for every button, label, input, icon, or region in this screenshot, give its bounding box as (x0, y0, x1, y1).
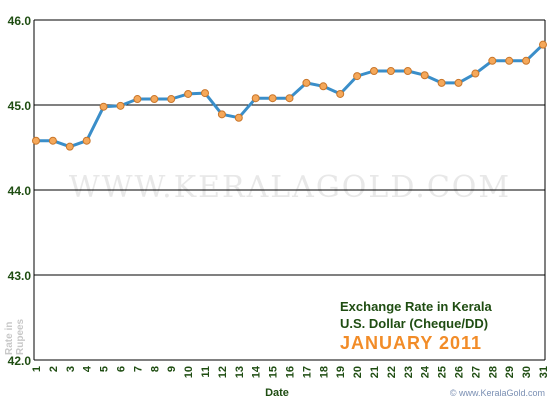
x-tick-label: 22 (386, 366, 398, 378)
chart-period: JANUARY 2011 (340, 333, 482, 353)
data-point (150, 95, 159, 104)
x-tick-label: 12 (217, 366, 229, 378)
x-tick-label: 21 (369, 366, 381, 378)
x-tick-label: 30 (521, 366, 533, 378)
data-point (285, 94, 294, 103)
x-tick-label: 24 (420, 365, 432, 378)
data-point (505, 56, 514, 65)
data-point (268, 94, 277, 103)
x-axis-label: Date (265, 387, 289, 399)
x-tick-label: 2 (48, 366, 60, 372)
data-point (488, 56, 497, 65)
x-tick-label: 31 (538, 366, 550, 378)
y-axis-label-line-2: Rupees (15, 318, 26, 355)
data-point (65, 142, 74, 151)
x-tick-label: 6 (116, 366, 128, 372)
data-point (99, 102, 108, 111)
data-point (471, 69, 480, 78)
data-point (403, 67, 412, 75)
x-tick-label: 8 (149, 366, 161, 372)
data-point (116, 101, 125, 110)
x-tick-label: 17 (301, 366, 313, 378)
data-point (437, 78, 446, 87)
data-point (217, 110, 226, 119)
y-tick-label: 46.0 (8, 14, 32, 28)
series-layer (32, 40, 547, 151)
data-point (386, 67, 395, 75)
x-tick-label: 15 (268, 366, 280, 378)
x-tick-label: 16 (285, 366, 297, 378)
watermark: WWW.KERALAGOLD.COM (69, 170, 511, 205)
y-tick-label: 45.0 (8, 99, 32, 113)
data-point (234, 113, 243, 122)
x-tick-label: 18 (318, 366, 330, 378)
x-tick-label: 7 (132, 366, 144, 372)
data-point (539, 40, 547, 49)
data-point (184, 89, 193, 98)
chart-title-line-2: U.S. Dollar (Cheque/DD) (340, 316, 488, 331)
x-tick-label: 25 (437, 366, 449, 378)
data-point (302, 78, 311, 87)
data-point (319, 82, 328, 91)
data-point (454, 78, 463, 87)
data-point (420, 71, 429, 80)
data-point (82, 136, 91, 145)
x-tick-label: 11 (200, 366, 212, 378)
y-axis-label-line-1: Rate in (4, 322, 15, 355)
x-tick-label: 29 (504, 366, 516, 378)
x-tick-label: 5 (99, 366, 111, 372)
x-tick-label: 4 (82, 365, 94, 372)
x-tick-label: 27 (470, 366, 482, 378)
data-point (370, 67, 378, 75)
x-tick-label: 28 (487, 366, 499, 378)
x-tick-label: 9 (166, 366, 178, 372)
y-tick-label: 42.0 (8, 354, 32, 368)
data-point (336, 89, 345, 98)
x-tick-label: 14 (251, 365, 263, 378)
data-point (133, 95, 142, 104)
x-tick-label: 23 (403, 366, 415, 378)
data-point (201, 89, 209, 98)
data-point (522, 56, 531, 65)
data-point (32, 136, 40, 145)
x-tick-label: 19 (335, 366, 347, 378)
chart-title-line-1: Exchange Rate in Kerala (340, 299, 492, 314)
y-tick-label: 44.0 (8, 184, 32, 198)
y-tick-label: 43.0 (8, 269, 32, 283)
data-point (48, 136, 57, 145)
x-tick-labels: 1 2 3 4 5 6 7 8 9 10 11 12 13 14 15 16 17 18 19 20 21 22 23 24 2… (31, 365, 550, 378)
x-tick-label: 10 (183, 366, 195, 378)
data-point (251, 94, 260, 103)
y-tick-labels: 42.0 43.0 44.0 45.0 46.0 (8, 14, 32, 368)
data-point (167, 95, 176, 104)
data-point (353, 72, 362, 81)
x-tick-label: 3 (65, 366, 77, 372)
x-tick-label: 20 (352, 366, 364, 378)
x-tick-label: 13 (234, 366, 246, 378)
x-tick-label: 1 (31, 366, 43, 372)
x-tick-label: 26 (454, 366, 466, 378)
credit-text: © www.KeralaGold.com (450, 388, 545, 398)
